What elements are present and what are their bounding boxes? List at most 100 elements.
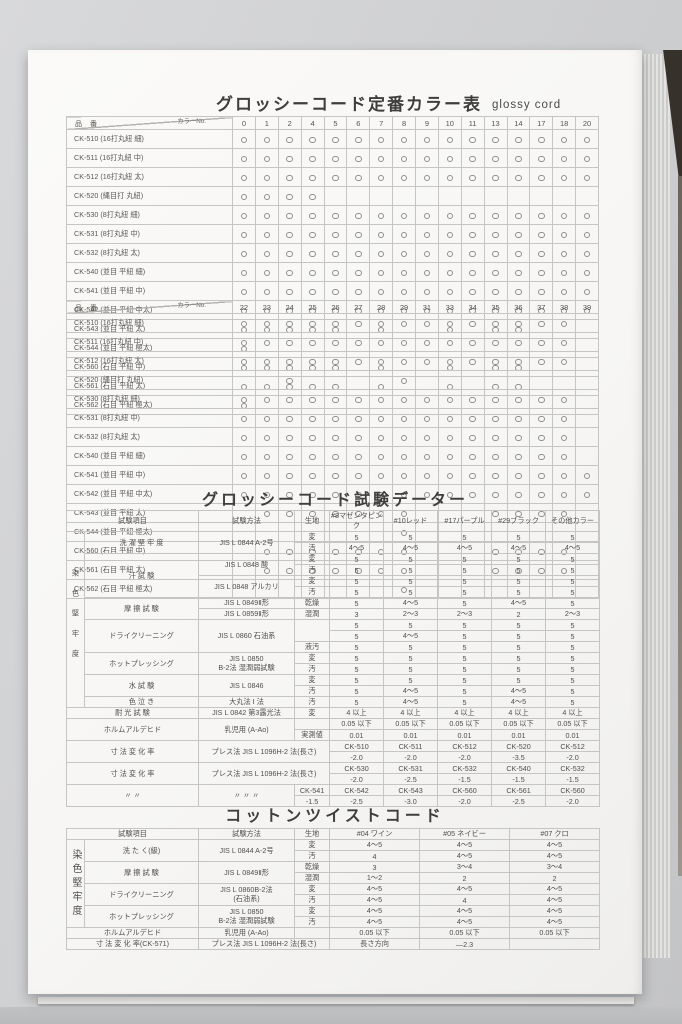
val-cell: 3	[329, 608, 385, 620]
available-mark-cell	[369, 224, 394, 244]
prod-cell: CK-540 (並目 平紐 細)	[66, 262, 233, 282]
val-cell: 4 以上	[437, 707, 493, 719]
circle-available-icon	[423, 396, 431, 403]
val-cell: 5	[437, 575, 493, 587]
available-mark-cell	[483, 446, 508, 466]
available-mark-cell	[300, 446, 325, 466]
circle-available-icon	[560, 472, 568, 479]
circle-available-icon	[492, 269, 499, 276]
available-mark-cell	[392, 243, 416, 263]
empty-mark-cell	[575, 313, 599, 333]
empty-mark-cell	[415, 370, 439, 390]
circle-available-icon	[400, 434, 408, 441]
colnum-cell: 27	[346, 300, 371, 314]
test-row: 染色堅牢度洗 濯 堅 牢 度 JIS L 0844 A-2号変 5 5 5 5 5	[66, 531, 601, 708]
available-mark-cell	[552, 332, 577, 352]
val-cell: 0.05 以下	[545, 718, 601, 730]
binder-edge-line	[678, 176, 682, 876]
available-mark-cell	[552, 262, 577, 282]
val-cell: 5	[545, 575, 601, 587]
available-mark-cell	[415, 313, 439, 333]
available-mark-cell	[529, 129, 554, 149]
circle-available-icon	[286, 250, 293, 257]
val-cell: 4〜5	[509, 839, 601, 851]
hdr-cell: 生地	[294, 828, 331, 840]
val-cell: 5	[437, 564, 493, 576]
available-mark-cell	[346, 281, 371, 301]
val-cell: 5	[437, 531, 493, 543]
test-header-row: 試験項目 試験方法 生地 #8マゼンタピンク #10レッド #17パープル #29ブラックそ…	[65, 510, 601, 532]
available-mark-cell	[232, 427, 256, 447]
circle-available-icon	[423, 358, 431, 365]
empty-mark-cell	[232, 370, 256, 390]
circle-available-icon	[560, 136, 568, 143]
test-row: 汚 5 4〜5 5 4〜5 5	[67, 685, 601, 697]
available-mark-cell	[437, 281, 462, 301]
available-mark-cell	[552, 427, 577, 447]
circle-available-icon	[355, 320, 362, 327]
available-mark-cell	[552, 243, 577, 263]
val-cell: 5	[383, 652, 439, 664]
circle-available-icon	[492, 288, 499, 295]
colnum-cell: 18	[552, 116, 577, 130]
circle-available-icon	[240, 174, 248, 181]
circle-available-icon	[446, 320, 454, 327]
itemw-cell: 寸 法 変 化 率	[65, 740, 200, 763]
val-cell: 5	[383, 531, 439, 543]
available-mark-cell	[323, 332, 348, 352]
val-cell: 5	[329, 531, 385, 543]
val-cell: 5	[329, 619, 385, 631]
sub-cell: 変	[294, 905, 331, 917]
circle-available-icon	[309, 269, 316, 276]
available-mark-cell	[254, 313, 279, 333]
available-mark-cell	[437, 332, 462, 352]
val-cell: 5	[437, 685, 493, 697]
val-cell: CK-532	[437, 762, 493, 774]
available-mark-cell	[392, 389, 416, 409]
val-cell: -2.0	[437, 795, 493, 807]
product-row: CK-531 (8打丸紐 中)	[66, 224, 599, 244]
available-mark-cell	[254, 465, 279, 485]
product-row: CK-541 (並目 平紐 中)	[66, 281, 599, 301]
circle-available-icon	[355, 358, 362, 365]
val-cell: CK-511	[383, 740, 439, 752]
available-mark-cell	[506, 446, 531, 466]
circle-available-icon	[469, 231, 476, 238]
available-mark-cell	[575, 243, 599, 263]
val-cell: 5	[545, 564, 601, 576]
circle-available-icon	[309, 358, 316, 365]
available-mark-cell	[232, 186, 256, 206]
val-cell: -1.5	[491, 773, 547, 785]
available-mark-cell	[437, 408, 462, 428]
circle-available-icon	[538, 491, 545, 498]
available-mark-cell	[506, 351, 531, 371]
circle-available-icon	[446, 491, 454, 498]
circle-available-icon	[423, 269, 431, 276]
circle-available-icon	[515, 472, 522, 479]
empty-mark-cell	[506, 370, 531, 390]
available-mark-cell	[460, 465, 485, 485]
val-cell: 5	[437, 597, 493, 609]
val-cell: 5	[545, 685, 601, 697]
available-mark-cell	[346, 243, 371, 263]
circle-available-icon	[560, 320, 568, 327]
val-cell: CK-532	[545, 762, 601, 774]
circle-available-icon	[423, 415, 431, 422]
available-mark-cell	[415, 332, 439, 352]
empty-mark-cell	[346, 186, 371, 206]
available-mark-cell	[369, 129, 394, 149]
circle-available-icon	[560, 269, 568, 276]
prod-cell: CK-530 (8打丸紐 細)	[66, 205, 233, 225]
available-mark-cell	[575, 205, 599, 225]
val-cell: 3〜4	[419, 861, 511, 873]
product-row: CK-541 (並目 平紐 中)	[66, 465, 599, 485]
val-cell: 5	[329, 575, 385, 587]
val-cell: 4〜5	[329, 916, 421, 928]
empty-mark-cell	[552, 370, 577, 390]
val-cell: 5	[545, 630, 601, 642]
available-mark-cell	[415, 262, 439, 282]
val-cell: -2.0	[545, 751, 601, 763]
available-mark-cell	[437, 224, 462, 244]
sub-cell: 湿潤	[294, 608, 331, 620]
